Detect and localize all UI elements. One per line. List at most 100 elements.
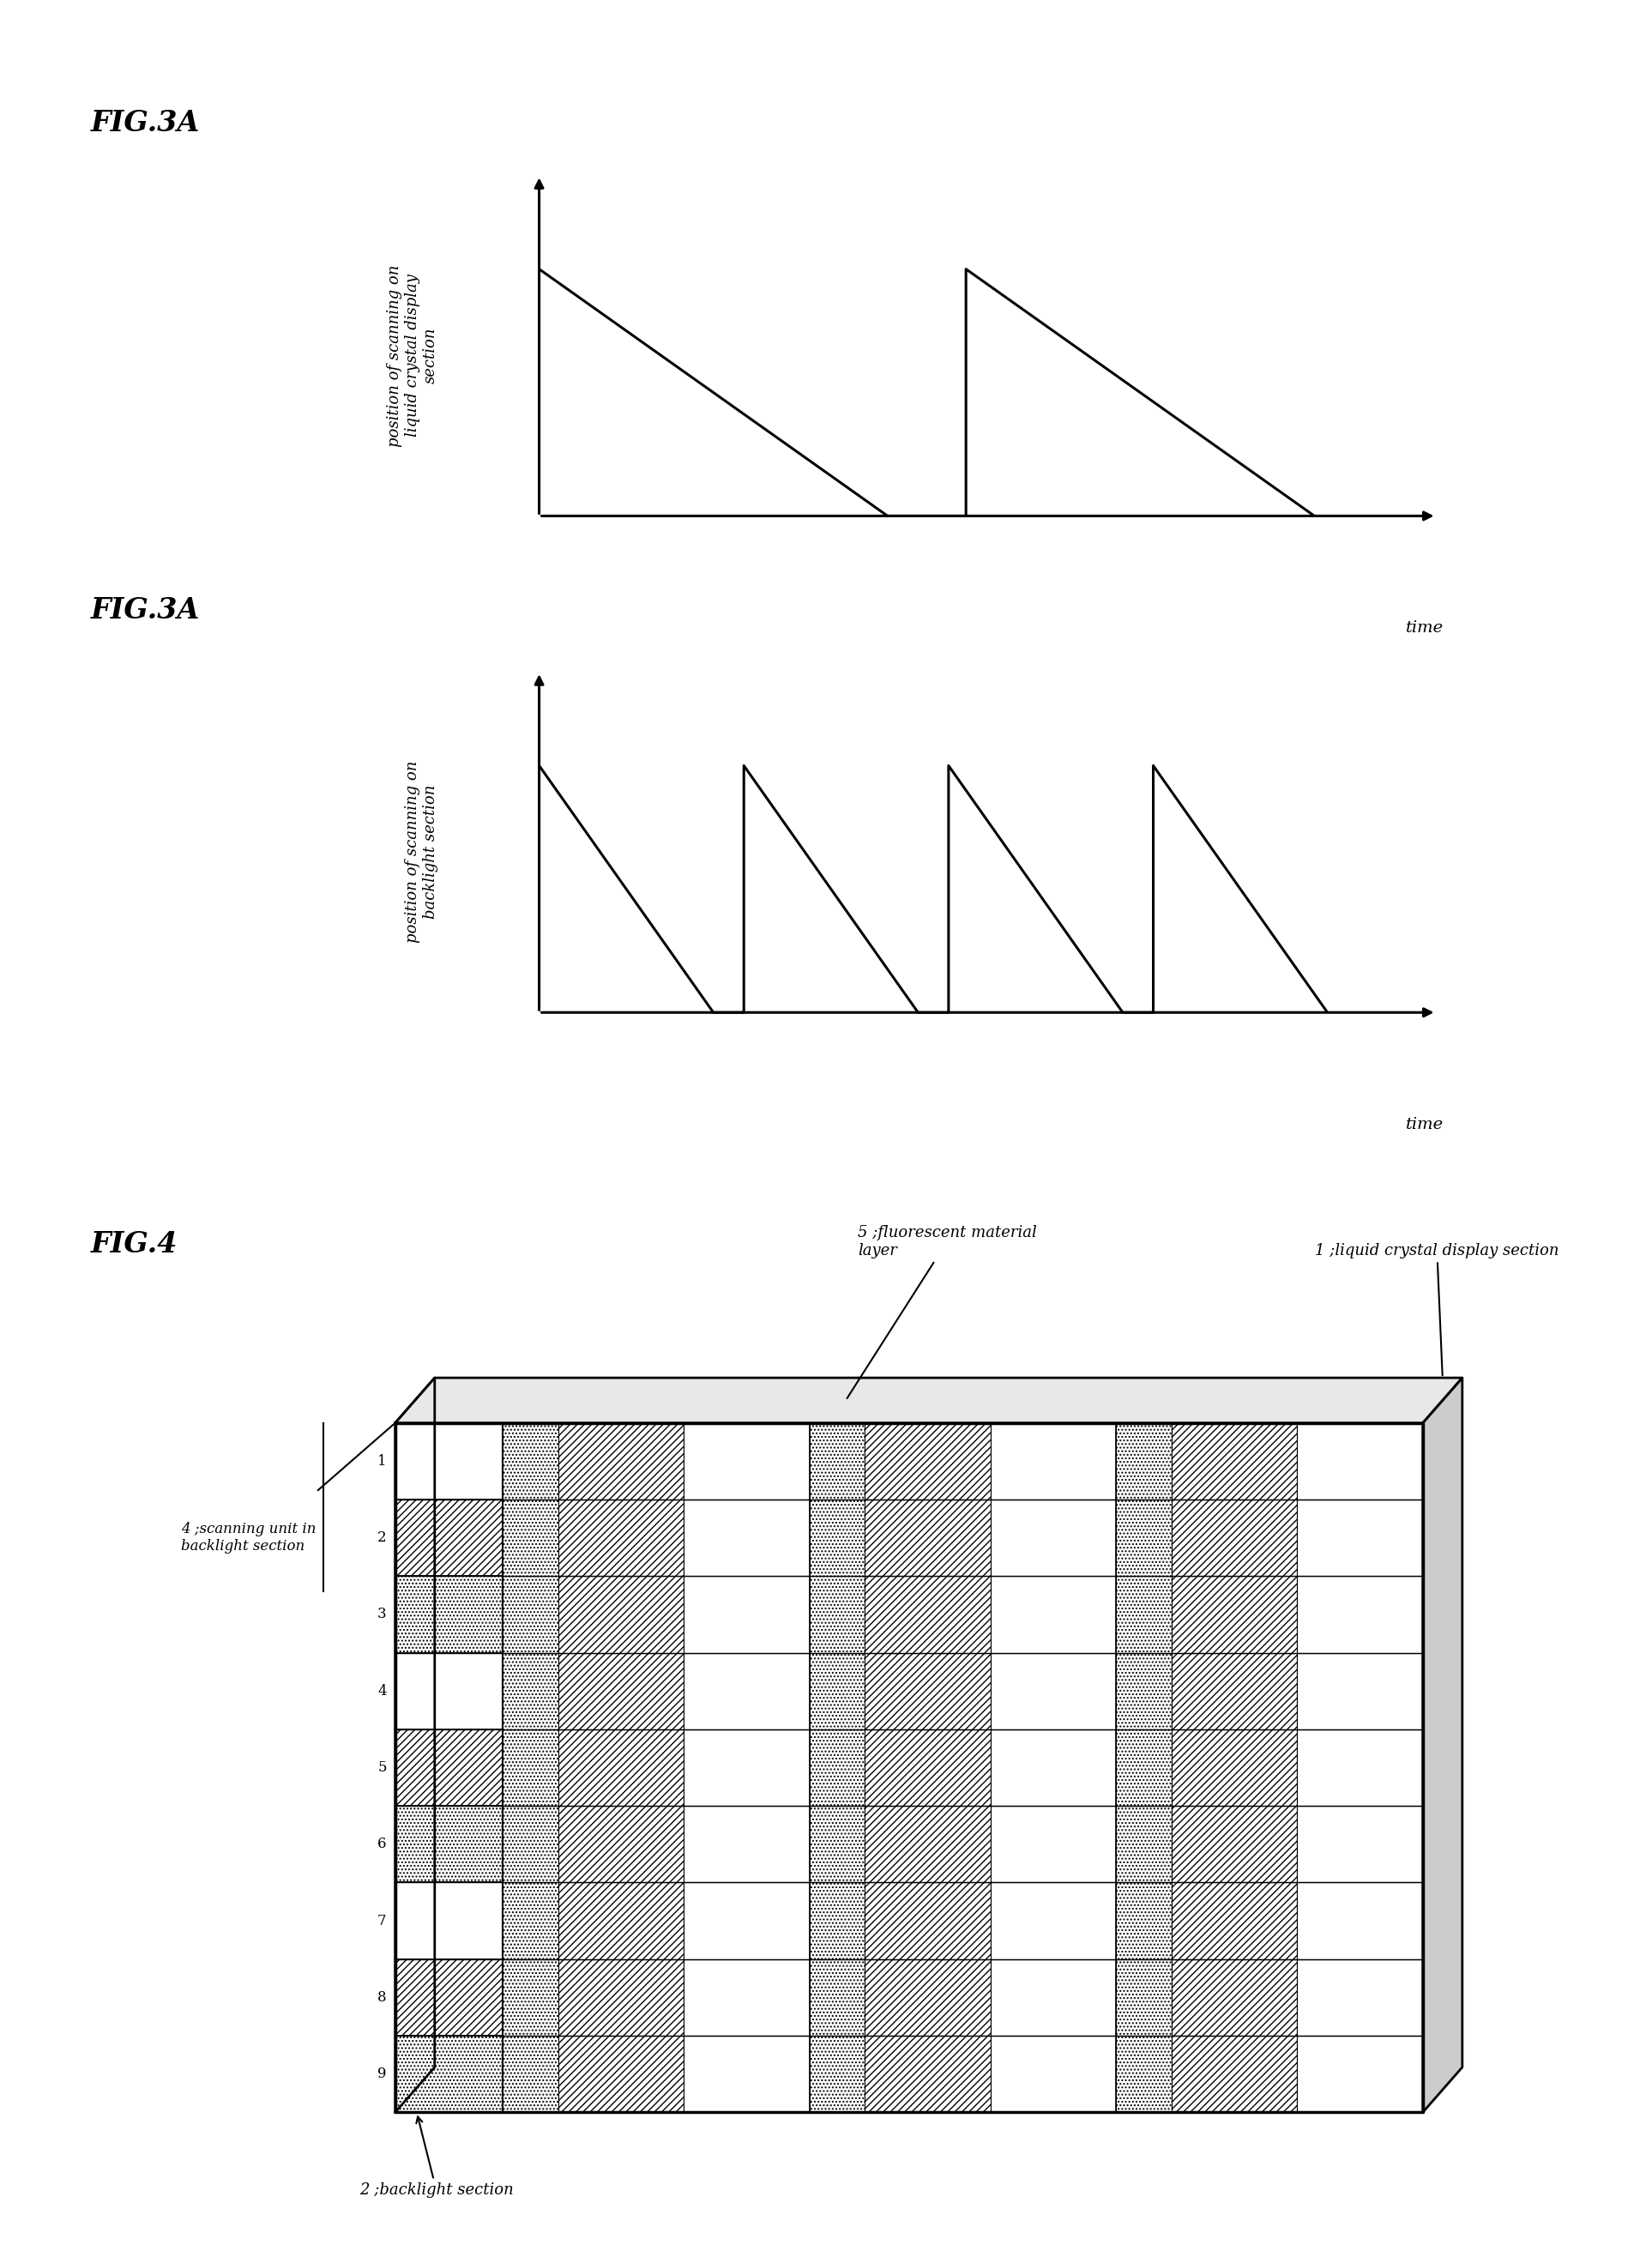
Bar <box>1297 2036 1422 2113</box>
Polygon shape <box>1422 1377 1462 2113</box>
Bar <box>991 1959 1117 2036</box>
Bar <box>502 1652 558 1729</box>
Text: 5: 5 <box>378 1760 387 1774</box>
Bar <box>684 1882 809 1959</box>
Text: 1: 1 <box>377 1454 387 1469</box>
Bar <box>1117 1575 1171 1652</box>
Bar <box>558 1575 684 1652</box>
Bar <box>502 1806 558 1882</box>
Bar <box>809 1806 864 1882</box>
Bar <box>558 1652 684 1729</box>
Bar <box>1171 1422 1297 1499</box>
Bar <box>1117 1882 1171 1959</box>
Bar <box>809 2036 864 2113</box>
Bar <box>1171 1499 1297 1575</box>
Bar <box>1171 1652 1297 1729</box>
Bar <box>502 2036 558 2113</box>
Bar <box>864 1729 991 1806</box>
Text: 9: 9 <box>378 2067 387 2081</box>
Text: 2 ;backlight section: 2 ;backlight section <box>358 2117 514 2198</box>
Bar <box>1117 1422 1171 1499</box>
Bar <box>1297 1882 1422 1959</box>
Text: FIG.3A: FIG.3A <box>91 108 200 138</box>
Bar <box>558 1422 684 1499</box>
Bar <box>1171 1959 1297 2036</box>
Bar <box>991 1499 1117 1575</box>
Bar <box>558 2036 684 2113</box>
Bar <box>558 1882 684 1959</box>
Text: time: time <box>1406 1117 1444 1133</box>
Text: 6: 6 <box>378 1837 387 1851</box>
Bar <box>502 1499 558 1575</box>
Bar <box>1117 1729 1171 1806</box>
Bar <box>395 1652 502 1729</box>
Bar <box>809 1652 864 1729</box>
Bar <box>395 1422 502 1499</box>
Bar <box>1171 1729 1297 1806</box>
Bar <box>684 1422 809 1499</box>
Bar <box>1171 1806 1297 1882</box>
Bar <box>864 1575 991 1652</box>
Bar <box>395 1729 502 1806</box>
Bar <box>991 1729 1117 1806</box>
Bar <box>558 1499 684 1575</box>
Bar <box>809 1422 864 1499</box>
Bar <box>558 1729 684 1806</box>
Bar <box>1297 1959 1422 2036</box>
Bar <box>395 1499 502 1575</box>
Text: 7: 7 <box>377 1914 387 1927</box>
Bar <box>684 1729 809 1806</box>
Polygon shape <box>395 1377 434 2113</box>
Bar <box>1171 2036 1297 2113</box>
Text: 1 ;liquid crystal display section: 1 ;liquid crystal display section <box>1315 1244 1559 1375</box>
Bar <box>1171 1575 1297 1652</box>
Bar <box>395 1882 502 1959</box>
Bar <box>502 1882 558 1959</box>
Bar <box>684 1959 809 2036</box>
Bar <box>864 1652 991 1729</box>
Bar <box>395 2036 502 2113</box>
Bar <box>502 1959 558 2036</box>
Bar <box>809 1959 864 2036</box>
Bar <box>1297 1652 1422 1729</box>
Text: FIG.4: FIG.4 <box>91 1230 178 1259</box>
Bar <box>1297 1575 1422 1652</box>
Bar <box>558 1959 684 2036</box>
Bar <box>1297 1729 1422 1806</box>
Bar <box>1297 1422 1422 1499</box>
Polygon shape <box>395 1377 1462 1422</box>
Bar <box>1297 1806 1422 1882</box>
Bar <box>684 2036 809 2113</box>
Bar <box>809 1499 864 1575</box>
Bar <box>684 1575 809 1652</box>
Text: position of scanning on
liquid crystal display
section: position of scanning on liquid crystal d… <box>387 264 438 447</box>
Bar <box>864 1499 991 1575</box>
Bar <box>1297 1499 1422 1575</box>
Bar <box>684 1499 809 1575</box>
Text: 2: 2 <box>377 1530 387 1546</box>
Bar <box>1117 2036 1171 2113</box>
Bar <box>395 1575 502 1652</box>
Bar <box>991 1575 1117 1652</box>
Bar <box>864 1959 991 2036</box>
Bar <box>1117 1499 1171 1575</box>
Bar <box>864 1422 991 1499</box>
Bar <box>1117 1959 1171 2036</box>
Bar <box>809 1575 864 1652</box>
Bar <box>1171 1882 1297 1959</box>
Bar <box>502 1422 558 1499</box>
Bar <box>809 1882 864 1959</box>
Bar <box>991 1806 1117 1882</box>
Text: 8: 8 <box>377 1991 387 2004</box>
Text: position of scanning on
backlight section: position of scanning on backlight sectio… <box>405 761 438 943</box>
Bar <box>991 1422 1117 1499</box>
Bar <box>991 2036 1117 2113</box>
Bar <box>1117 1806 1171 1882</box>
Bar <box>864 1806 991 1882</box>
Text: 3: 3 <box>377 1607 387 1623</box>
Text: time: time <box>1406 621 1444 636</box>
Bar <box>864 1882 991 1959</box>
Bar <box>864 2036 991 2113</box>
Text: 4 ;scanning unit in
backlight section: 4 ;scanning unit in backlight section <box>182 1521 316 1553</box>
Text: FIG.3A: FIG.3A <box>91 596 200 625</box>
